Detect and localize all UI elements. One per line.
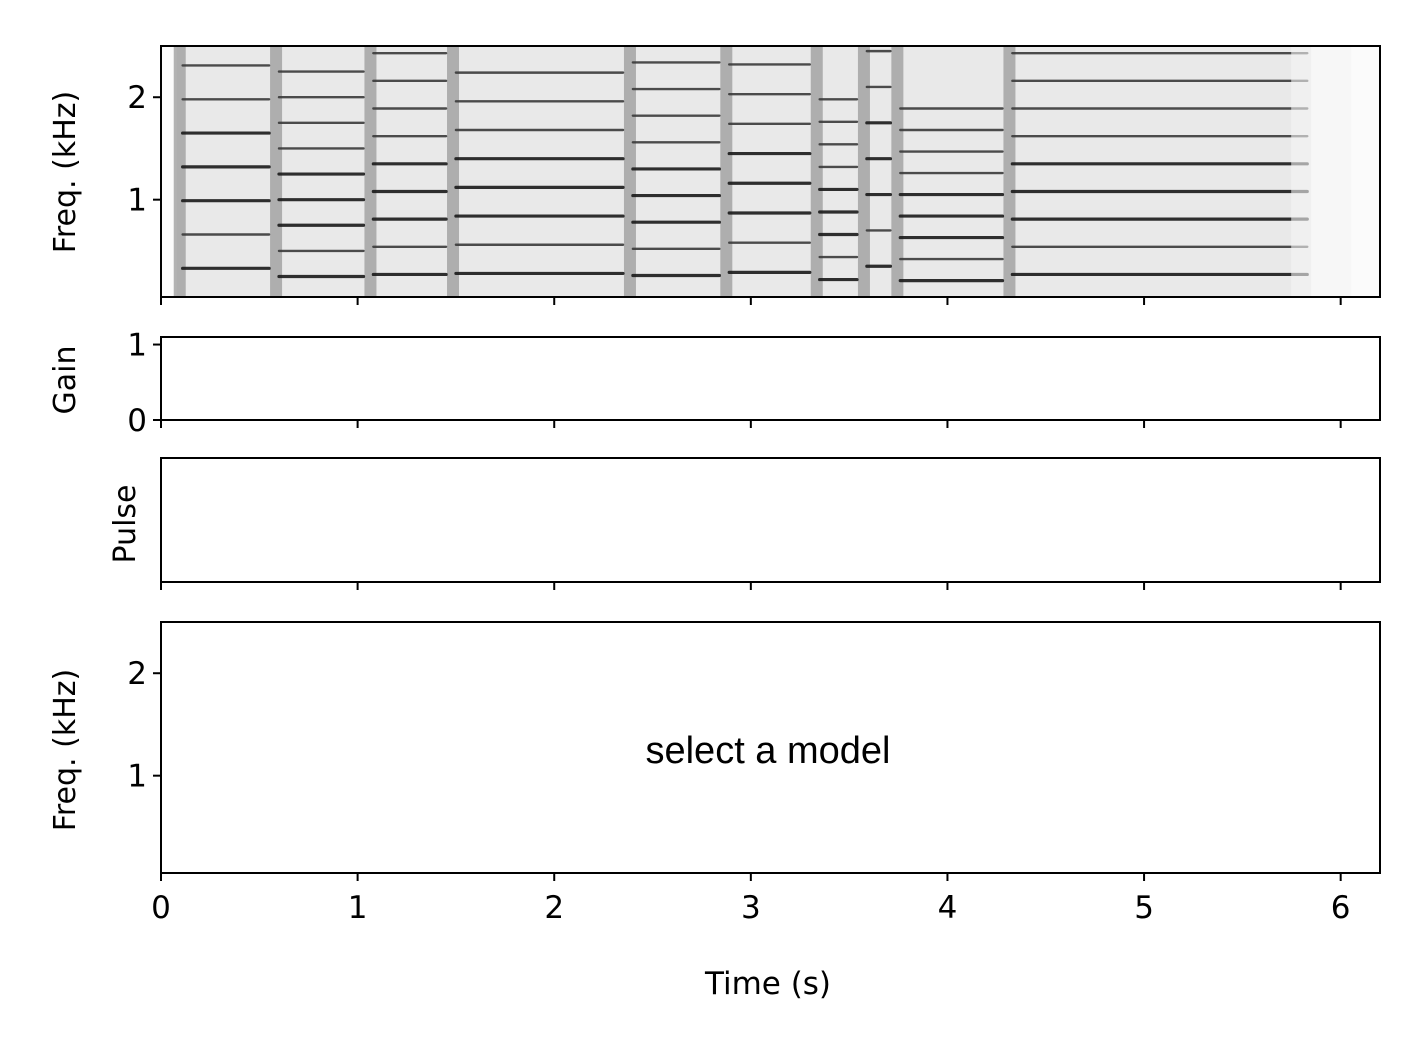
onset-transient [270,46,283,297]
select-model-annotation: select a model [645,730,890,772]
y-tick-label: 1 [127,328,147,364]
onset-transient [720,46,733,297]
gain-panel: 01 Gain [48,328,1381,439]
onset-transient [857,46,870,297]
x-axis-label: Time (s) [704,966,831,1002]
spectrogram-image [173,46,1352,297]
y-tick-label: 1 [127,759,147,795]
y-tick-label: 2 [127,656,147,692]
spectrogram-y-ticks: 12 [127,80,161,219]
x-tick-label: 1 [348,890,368,926]
spectrogram-x-ticks [160,297,1342,305]
x-tick-label: 4 [938,890,958,926]
gain-x-ticks [160,420,1342,428]
onset-transient [1003,46,1016,297]
y-tick-label: 1 [127,183,147,219]
y-tick-label: 2 [127,80,147,116]
y-tick-label: 0 [127,403,147,439]
tone-fadeout [1291,46,1352,297]
onset-transient [447,46,460,297]
x-tick-label: 0 [151,890,171,926]
pulse-x-ticks [160,582,1342,590]
model-output-y-label: Freq. (kHz) [48,669,83,831]
gain-y-label: Gain [48,346,83,415]
model-output-frame [160,621,1381,874]
signal-background [176,46,1312,297]
pulse-y-label: Pulse [108,485,143,564]
spectrogram-y-label: Freq. (kHz) [48,91,83,253]
gain-y-ticks: 01 [127,328,161,439]
model-output-y-ticks: 12 [127,656,161,795]
onset-transient [810,46,823,297]
spectrogram-frame [160,45,1381,298]
x-tick-label: 2 [544,890,564,926]
spectrogram-panel: 12 Freq. (kHz) [48,45,1381,305]
x-tick-label: 5 [1134,890,1154,926]
model-output-x-ticks: 0 1 2 3 4 5 6 [151,873,1351,926]
onset-transient [364,46,377,297]
gain-frame [160,336,1381,421]
onset-transient [173,46,186,297]
x-tick-label: 6 [1331,890,1351,926]
x-tick-label: 3 [741,890,761,926]
pulse-panel: Pulse [108,457,1381,590]
pulse-frame [160,457,1381,583]
onset-transient [623,46,636,297]
